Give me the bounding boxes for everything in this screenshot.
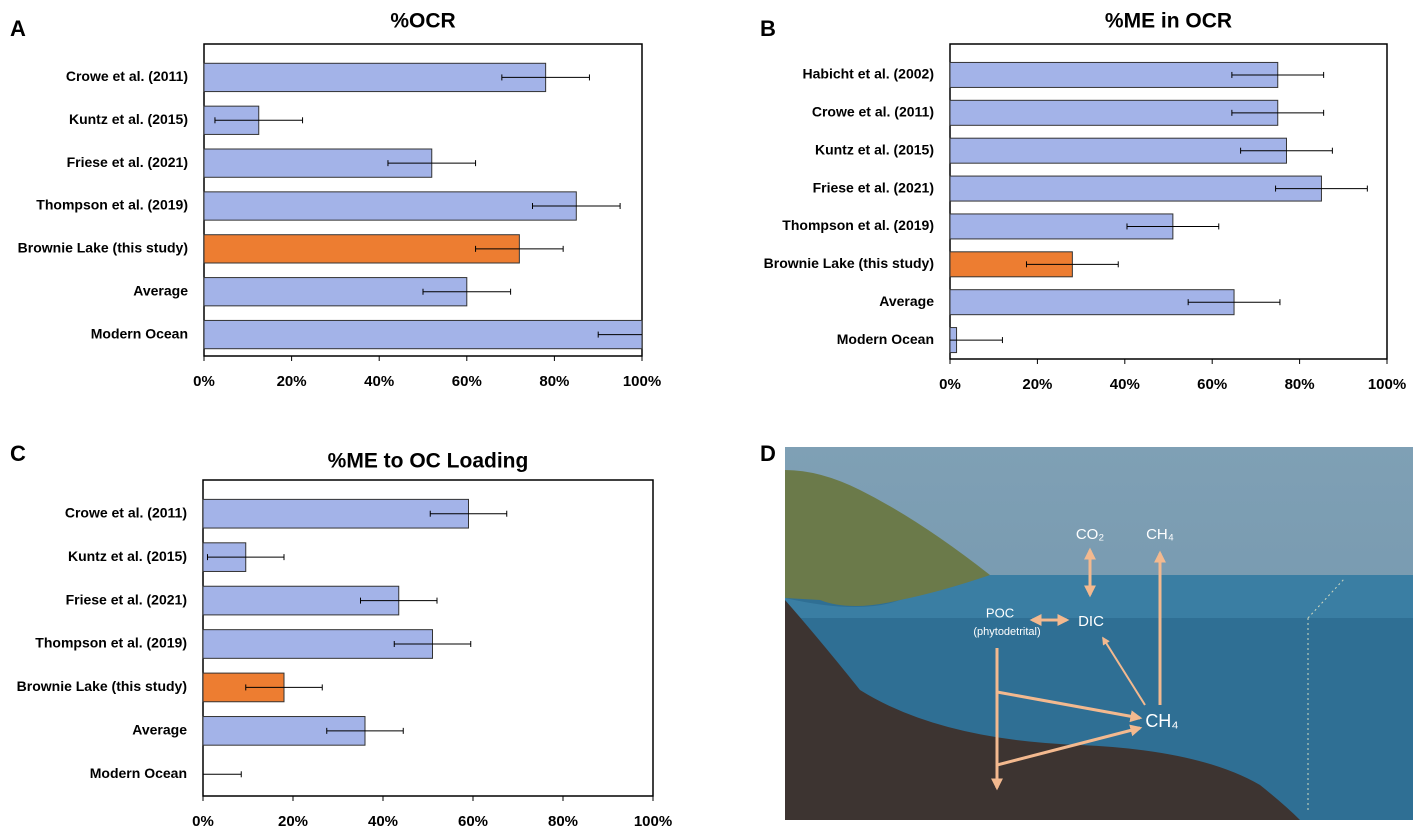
x-tick-label: 100% xyxy=(634,813,672,827)
diagram-label: DIC xyxy=(1078,613,1104,630)
y-tick-label: Habicht et al. (2002) xyxy=(803,66,935,82)
panel-letter: A xyxy=(10,16,26,41)
y-tick-label: Brownie Lake (this study) xyxy=(764,255,934,271)
chart-title: %OCR xyxy=(390,10,455,33)
y-tick-label: Kuntz et al. (2015) xyxy=(69,111,188,127)
panel-d-diagram: CO₂ CH₄ POC (phytodetrital) DIC CH₄ D xyxy=(760,441,1413,820)
diagram-label: (phytodetrital) xyxy=(973,626,1040,638)
x-tick-label: 80% xyxy=(548,813,578,827)
bar xyxy=(950,100,1278,125)
x-tick-label: 60% xyxy=(1197,376,1227,393)
bar xyxy=(204,235,519,263)
figure: CO₂ CH₄ POC (phytodetrital) DIC CH₄ D %O… xyxy=(0,0,1413,827)
bar xyxy=(950,176,1321,201)
bar xyxy=(204,192,576,220)
panel-letter: B xyxy=(760,16,776,41)
x-tick-label: 20% xyxy=(278,813,308,827)
y-tick-label: Brownie Lake (this study) xyxy=(18,240,188,256)
y-tick-label: Modern Ocean xyxy=(837,331,934,347)
bar xyxy=(950,62,1278,87)
chart-title: %ME in OCR xyxy=(1105,10,1232,33)
y-tick-label: Crowe et al. (2011) xyxy=(66,68,188,84)
y-tick-label: Average xyxy=(879,293,934,309)
y-tick-label: Crowe et al. (2011) xyxy=(65,504,187,520)
x-tick-label: 80% xyxy=(539,373,569,390)
panel-letter: C xyxy=(10,441,26,466)
x-tick-label: 40% xyxy=(1110,376,1140,393)
y-tick-label: Brownie Lake (this study) xyxy=(17,678,187,694)
diagram-label: CH₄ xyxy=(1146,526,1174,543)
x-tick-label: 60% xyxy=(458,813,488,827)
bar xyxy=(204,320,642,348)
diagram-label: CH₄ xyxy=(1145,711,1178,731)
x-tick-label: 0% xyxy=(939,376,961,393)
y-tick-label: Friese et al. (2021) xyxy=(66,591,187,607)
y-tick-label: Kuntz et al. (2015) xyxy=(815,141,934,157)
y-tick-label: Average xyxy=(133,282,188,298)
diagram-label: CO₂ xyxy=(1076,526,1105,543)
x-tick-label: 100% xyxy=(1368,376,1406,393)
x-tick-label: 0% xyxy=(192,813,214,827)
x-tick-label: 40% xyxy=(364,373,394,390)
chart-title: %ME to OC Loading xyxy=(328,450,529,473)
chart: %ME to OC Loading C 0% 20% 40% 60% 80% 100% Crow… xyxy=(10,441,672,827)
y-tick-label: Thompson et al. (2019) xyxy=(36,197,188,213)
x-tick-label: 0% xyxy=(193,373,215,390)
y-tick-label: Modern Ocean xyxy=(91,325,188,341)
y-tick-label: Thompson et al. (2019) xyxy=(35,635,187,651)
chart: %OCR A 0% 20% 40% 60% 80% 100% Crowe et al. (201… xyxy=(10,10,661,390)
x-tick-label: 60% xyxy=(452,373,482,390)
y-tick-label: Crowe et al. (2011) xyxy=(812,104,934,120)
x-tick-label: 80% xyxy=(1285,376,1315,393)
bar xyxy=(950,138,1286,163)
y-tick-label: Average xyxy=(132,722,187,738)
x-tick-label: 40% xyxy=(368,813,398,827)
y-tick-label: Friese et al. (2021) xyxy=(813,179,934,195)
y-tick-label: Thompson et al. (2019) xyxy=(782,217,934,233)
bar xyxy=(204,63,546,91)
y-tick-label: Modern Ocean xyxy=(90,765,187,781)
y-tick-label: Friese et al. (2021) xyxy=(67,154,188,170)
chart: %ME in OCR B 0% 20% 40% 60% 80% 100% Habicht et … xyxy=(760,10,1406,393)
diagram-label: POC xyxy=(986,605,1014,620)
panel-letter: D xyxy=(760,441,776,466)
x-tick-label: 20% xyxy=(1022,376,1052,393)
x-tick-label: 100% xyxy=(623,373,661,390)
bar xyxy=(203,499,469,528)
x-tick-label: 20% xyxy=(277,373,307,390)
y-tick-label: Kuntz et al. (2015) xyxy=(68,548,187,564)
